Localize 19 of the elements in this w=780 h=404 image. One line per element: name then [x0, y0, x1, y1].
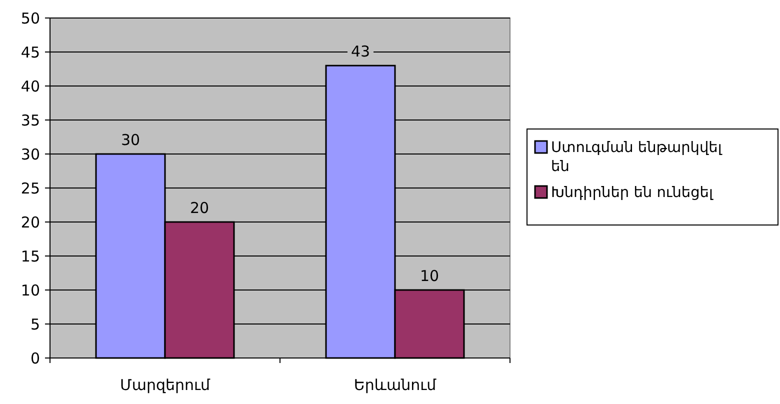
data-label: 43: [350, 42, 370, 61]
x-tick-label: Երևանում: [354, 376, 437, 394]
y-tick-label: 40: [20, 77, 40, 96]
y-tick-label: 0: [30, 349, 40, 368]
y-tick-label: 25: [20, 179, 40, 198]
y-tick-label: 5: [30, 315, 40, 334]
data-label: 10: [420, 267, 440, 285]
y-tick-label: 10: [20, 281, 40, 300]
y-tick-label: 45: [20, 43, 40, 62]
y-tick-label: 20: [20, 213, 40, 232]
y-tick-label: 30: [20, 145, 40, 164]
legend-label: Խնդիրներ են ունեցել: [551, 185, 714, 201]
y-tick-label: 50: [20, 9, 40, 28]
data-label: 20: [190, 199, 210, 217]
x-tick-label: Մարզերում: [120, 376, 211, 394]
legend-label: Ստուգման ենթարկվել են: [551, 140, 723, 175]
y-tick-label: 15: [20, 247, 40, 266]
data-label: 30: [120, 131, 140, 149]
y-tick-label: 35: [20, 111, 40, 130]
